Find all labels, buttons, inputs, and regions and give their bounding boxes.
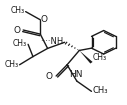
Text: CH₃: CH₃ [13, 39, 27, 48]
Text: CH₃: CH₃ [93, 53, 107, 62]
Text: CH₃: CH₃ [93, 86, 108, 95]
Text: ····NH: ····NH [40, 37, 64, 46]
Text: O: O [45, 72, 52, 81]
Polygon shape [79, 51, 93, 64]
Text: O: O [13, 26, 20, 35]
Text: O: O [41, 15, 48, 24]
Text: CH₃: CH₃ [4, 60, 18, 69]
Text: HN: HN [69, 70, 82, 79]
Text: CH₃: CH₃ [11, 6, 25, 15]
